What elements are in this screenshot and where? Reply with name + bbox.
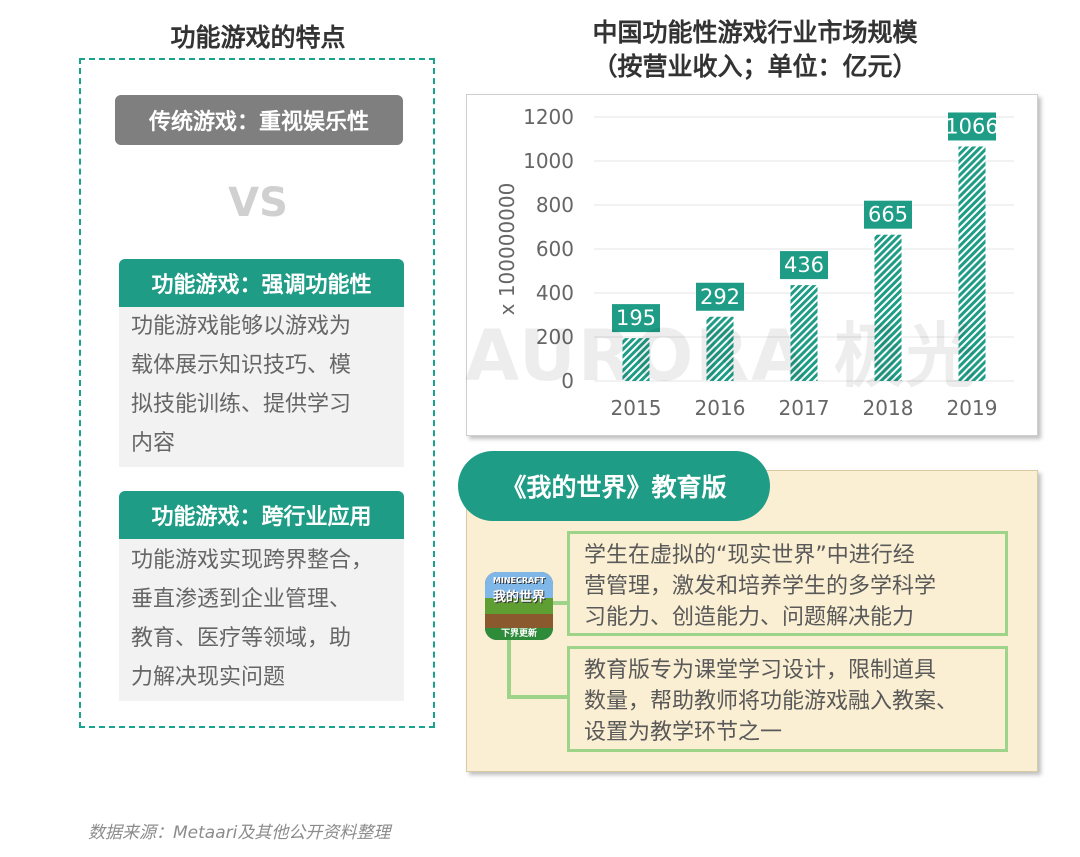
icon-grass bbox=[485, 598, 553, 614]
data-label-bg bbox=[612, 304, 660, 333]
vs-label: VS bbox=[228, 180, 288, 226]
bar-2019 bbox=[958, 146, 986, 381]
connector-line bbox=[507, 640, 511, 698]
icon-update-band: 下界更新 bbox=[485, 628, 553, 640]
market-size-bar-chart: 0 200 400 600 800 1000 1200 195 2015 292 2016 436 20… bbox=[495, 105, 1014, 420]
chart-title: 中国功能性游戏行业市场规模 bbox=[592, 18, 918, 47]
data-label: 1066 bbox=[945, 114, 998, 138]
traditional-game-label: 传统游戏：重视娱乐性 bbox=[115, 95, 403, 145]
description-line: 教育、医疗等领域，助 bbox=[131, 626, 352, 651]
education-edition-title: 《我的世界》教育版 bbox=[458, 451, 770, 521]
y-tick-label: 800 bbox=[536, 193, 574, 217]
data-label-bg bbox=[864, 200, 912, 229]
data-label: 436 bbox=[784, 253, 824, 277]
x-tick-label: 2015 bbox=[611, 396, 662, 420]
data-label: 665 bbox=[868, 203, 908, 227]
connector-line bbox=[507, 695, 569, 699]
features-dashed-box bbox=[79, 58, 435, 728]
bar-2018 bbox=[874, 234, 902, 381]
bar-2016 bbox=[706, 316, 734, 381]
y-tick-label: 1200 bbox=[523, 105, 574, 129]
description-line: 载体展示知识技巧、模 bbox=[131, 353, 352, 378]
x-tick-label: 2017 bbox=[779, 396, 830, 420]
icon-logo-text: 我的世界 bbox=[492, 590, 545, 605]
icon-logo-top: MINECRAFT bbox=[492, 576, 546, 585]
connector-line bbox=[553, 601, 569, 605]
chart-title-block: 中国功能性游戏行业市场规模 （按营业收入；单位：亿元） bbox=[470, 16, 1040, 84]
icon-dirt bbox=[485, 614, 553, 628]
design-line: 设置为教学环节之一 bbox=[584, 720, 783, 745]
description-line: 内容 bbox=[131, 431, 176, 456]
design-line: 数量，帮助教师将功能游戏融入教案、 bbox=[584, 689, 959, 714]
y-tick-label: 0 bbox=[561, 369, 574, 393]
x-tick-label: 2016 bbox=[695, 396, 746, 420]
data-label-bg bbox=[948, 112, 996, 141]
y-tick-label: 400 bbox=[536, 281, 574, 305]
description-line: 垂直渗透到企业管理、 bbox=[131, 587, 352, 612]
description-line: 拟技能训练、提供学习 bbox=[131, 392, 352, 417]
data-label-bg bbox=[780, 251, 828, 280]
minecraft-app-icon: MINECRAFT 我的世界 下界更新 bbox=[485, 572, 553, 640]
left-title: 功能游戏的特点 bbox=[170, 23, 346, 52]
benefit-line: 学生在虚拟的“现实世界”中进行经 bbox=[584, 543, 915, 568]
chart-frame bbox=[466, 94, 1038, 436]
education-benefit-box: 学生在虚拟的“现实世界”中进行经 营管理，激发和培养学生的多学科学 习能力、创造… bbox=[567, 531, 1008, 636]
bar-2017 bbox=[790, 285, 818, 381]
functional-game-description: 功能游戏能够以游戏为 载体展示知识技巧、模 拟技能训练、提供学习 内容 bbox=[119, 307, 404, 467]
bar-2015 bbox=[622, 338, 650, 381]
cross-industry-heading: 功能游戏：跨行业应用 bbox=[119, 491, 404, 539]
y-tick-label: 200 bbox=[536, 325, 574, 349]
data-source-note: 数据来源：Metaari及其他公开资料整理 bbox=[88, 823, 391, 843]
data-label: 195 bbox=[616, 306, 656, 330]
icon-sky bbox=[485, 572, 553, 598]
description-line: 功能游戏能够以游戏为 bbox=[131, 314, 352, 339]
y-axis-label: x 100000000 bbox=[495, 183, 519, 316]
cross-industry-description: 功能游戏实现跨界整合， 垂直渗透到企业管理、 教育、医疗等领域，助 力解决现实问… bbox=[119, 539, 404, 701]
x-tick-label: 2019 bbox=[947, 396, 998, 420]
data-label-bg bbox=[696, 282, 744, 311]
description-line: 力解决现实问题 bbox=[131, 665, 286, 690]
y-tick-label: 1000 bbox=[523, 149, 574, 173]
x-tick-label: 2018 bbox=[863, 396, 914, 420]
y-tick-label: 600 bbox=[536, 237, 574, 261]
functional-game-heading: 功能游戏：强调功能性 bbox=[119, 259, 404, 307]
description-line: 功能游戏实现跨界整合， bbox=[131, 548, 374, 573]
classroom-design-box: 教育版专为课堂学习设计，限制道具 数量，帮助教师将功能游戏融入教案、 设置为教学… bbox=[567, 646, 1008, 752]
benefit-line: 营管理，激发和培养学生的多学科学 bbox=[584, 574, 937, 599]
chart-subtitle: （按营业收入；单位：亿元） bbox=[592, 52, 918, 81]
design-line: 教育版专为课堂学习设计，限制道具 bbox=[584, 658, 937, 683]
benefit-line: 习能力、创造能力、问题解决能力 bbox=[584, 605, 915, 630]
data-label: 292 bbox=[700, 285, 740, 309]
aurora-watermark: AURORA 极光 bbox=[465, 315, 978, 397]
